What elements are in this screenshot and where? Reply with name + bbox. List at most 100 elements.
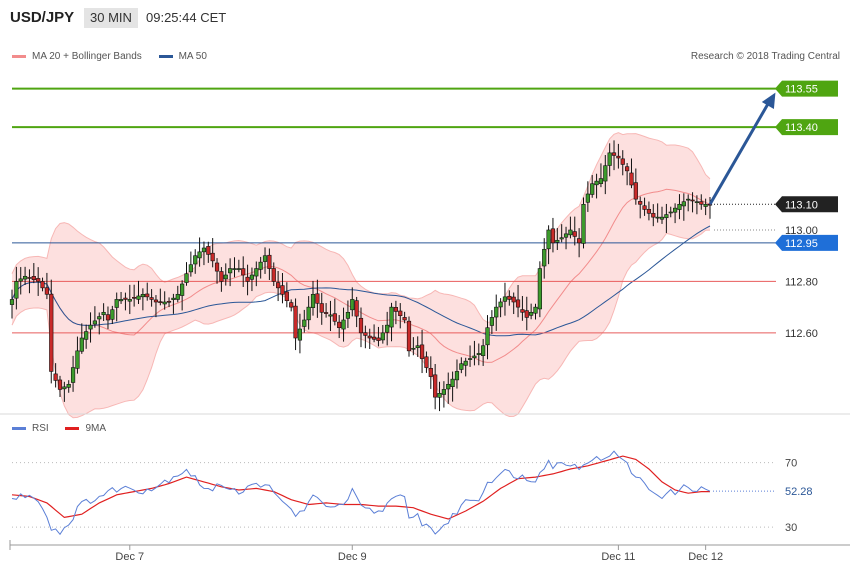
candle-body (302, 319, 307, 327)
candle (149, 289, 154, 307)
forecast-arrow-head (761, 92, 776, 110)
price-tag-label: 113.40 (785, 122, 818, 134)
candle-body (319, 303, 324, 313)
legend-swatch-rsi (12, 426, 26, 430)
candle-body (616, 155, 621, 159)
candle (188, 251, 193, 277)
candle-body (542, 248, 547, 267)
candle (75, 336, 80, 374)
candle (559, 224, 564, 243)
candle (694, 195, 700, 215)
candle (507, 290, 512, 306)
candle (280, 272, 285, 304)
candle-body (537, 268, 542, 310)
candle-body (672, 207, 678, 213)
candle (550, 217, 556, 253)
candle-body (22, 275, 28, 280)
bollinger-upper-line (11, 132, 711, 323)
candle-body (419, 344, 425, 359)
price-tag-label: 113.00 (785, 225, 818, 237)
candle (284, 282, 289, 308)
candle-body (241, 268, 246, 276)
candle (276, 271, 281, 302)
candle-body (367, 335, 372, 339)
candle (533, 303, 538, 320)
candle (79, 323, 84, 354)
ma50-line (11, 225, 711, 337)
legend-label: MA 20 + Bollinger Bands (32, 51, 142, 62)
candle-body (494, 306, 499, 318)
candle-body (611, 152, 617, 156)
candle-body (36, 278, 41, 282)
candle-body (668, 211, 673, 214)
candle (306, 296, 311, 330)
candle (494, 294, 499, 331)
candle-body (638, 201, 643, 205)
candle (463, 357, 468, 377)
candle-body (620, 158, 625, 165)
candle-body (646, 208, 652, 214)
candle-body (140, 293, 145, 298)
candle (620, 150, 625, 176)
price-tag (775, 196, 838, 213)
candle (114, 292, 119, 322)
candle (441, 381, 446, 408)
timeframe-badge[interactable]: 30 MIN (84, 8, 138, 28)
legend-item-rsi: RSI (12, 423, 49, 434)
candle-body (158, 301, 163, 303)
candle-body (686, 198, 691, 201)
candle (703, 198, 708, 216)
candle (681, 193, 686, 221)
candle (350, 287, 355, 317)
candle (489, 310, 494, 335)
candle (162, 291, 167, 310)
legend-item-ma50: MA 50 (158, 51, 207, 62)
copyright-text: Research © 2018 Trading Central (690, 51, 840, 62)
candle-body (633, 182, 638, 200)
candle-body (62, 386, 67, 390)
candle (546, 225, 551, 265)
candle (262, 247, 268, 274)
candle (210, 238, 215, 268)
candle (677, 194, 682, 220)
legend-label: 9MA (85, 423, 107, 434)
x-axis-tick-label: Dec 12 (688, 551, 723, 563)
candle (341, 307, 346, 342)
candle-body (467, 358, 473, 360)
candle (323, 303, 329, 318)
candle-body (284, 291, 289, 302)
rsi-legend: RSI 9MA (12, 423, 120, 434)
candle (127, 284, 132, 315)
candle (171, 293, 176, 314)
candle (18, 267, 23, 295)
candle-body (524, 310, 529, 318)
candle-body (376, 337, 381, 341)
candle (66, 380, 71, 393)
candle (646, 201, 652, 221)
candle-body (75, 350, 80, 369)
candle-body (489, 317, 494, 326)
candle-body (180, 283, 185, 296)
candle (563, 226, 569, 250)
candle-body (481, 345, 486, 356)
timestamp: 09:25:44 CET (146, 10, 227, 25)
candle (411, 337, 416, 356)
candle (105, 306, 111, 330)
candle (664, 203, 669, 234)
candle-body (690, 199, 695, 202)
candle-body (206, 246, 211, 255)
x-axis-tick-label: Dec 11 (601, 551, 635, 563)
price-tag-label: 112.60 (785, 328, 818, 340)
candle (267, 248, 272, 280)
legend-label: MA 50 (178, 51, 207, 62)
candle (380, 324, 385, 344)
candle-body (411, 347, 416, 350)
candle-body (92, 320, 97, 325)
candle (9, 289, 15, 319)
candle (655, 203, 660, 223)
candle (585, 181, 590, 212)
candle-body (533, 306, 538, 314)
candle-body (232, 268, 237, 270)
candle-body (354, 300, 359, 317)
